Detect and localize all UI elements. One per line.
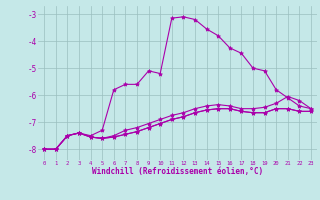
X-axis label: Windchill (Refroidissement éolien,°C): Windchill (Refroidissement éolien,°C)	[92, 167, 263, 176]
